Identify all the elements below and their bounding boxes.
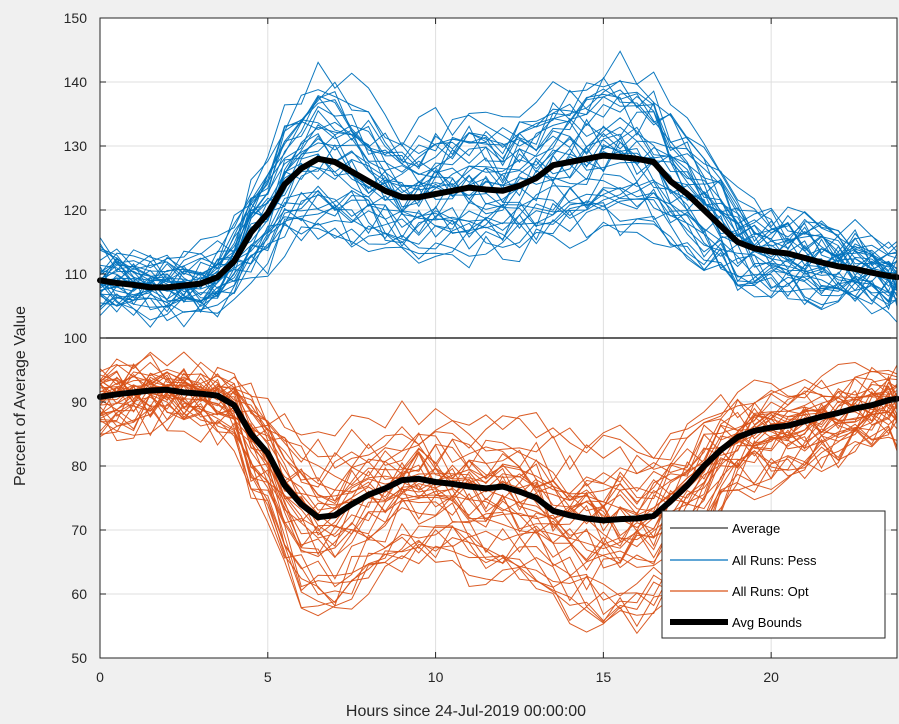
pess-run-line — [99, 140, 898, 302]
opt-run-line — [99, 374, 898, 537]
pess-run-line — [99, 79, 898, 280]
y-axis-label: Percent of Average Value — [12, 306, 29, 486]
pess-run-line — [99, 50, 898, 269]
opt-run-line — [99, 367, 898, 503]
x-tick-label: 20 — [763, 669, 779, 685]
pess-run-line — [99, 89, 898, 281]
avg-bound-lower-line — [97, 386, 899, 524]
pess-run-line — [99, 93, 898, 285]
opt-run-line — [99, 403, 898, 635]
opt-run-line — [99, 393, 898, 602]
pess-run-line — [99, 181, 898, 309]
x-tick-label: 10 — [428, 669, 444, 685]
opt-run-line — [99, 361, 898, 475]
legend-label-avg-bounds: Avg Bounds — [732, 615, 802, 630]
opt-run-line — [99, 394, 898, 591]
pess-run-line — [99, 205, 898, 321]
avg-bounds-lines — [97, 152, 899, 524]
opt-run-line — [99, 405, 898, 628]
run-lines — [99, 50, 898, 635]
opt-run-line — [99, 376, 898, 548]
x-tick-label: 15 — [596, 669, 612, 685]
x-tick-label: 5 — [264, 669, 272, 685]
y-tick-label: 50 — [71, 650, 87, 666]
opt-run-line — [99, 370, 898, 512]
opt-run-line — [99, 351, 898, 460]
x-tick-label: 0 — [96, 669, 104, 685]
y-tick-label: 90 — [71, 394, 87, 410]
avg-bound-upper-line — [97, 152, 899, 291]
y-tick-label: 60 — [71, 586, 87, 602]
legend-box — [661, 510, 886, 639]
opt-run-line — [99, 402, 898, 622]
y-tick-label: 120 — [64, 202, 88, 218]
y-tick-label: 140 — [64, 74, 88, 90]
pess-run-line — [99, 188, 898, 303]
y-tick-label: 130 — [64, 138, 88, 154]
legend-label-opt: All Runs: Opt — [732, 584, 809, 599]
opt-run-line — [99, 377, 898, 529]
opt-run-line — [99, 376, 898, 536]
y-tick-label: 110 — [65, 266, 88, 282]
y-tick-label: 70 — [71, 522, 87, 538]
pess-run-line — [99, 95, 898, 283]
pess-run-line — [99, 204, 898, 322]
opt-run-line — [99, 375, 898, 541]
tick-labels: 0 5 10 15 20 50 60 70 80 90 100 110 120 130 140 150 — [64, 10, 897, 685]
pess-run-line — [99, 202, 898, 318]
pess-run-line — [99, 141, 898, 297]
pess-run-line — [99, 109, 898, 289]
opt-run-line — [99, 384, 898, 571]
y-tick-label: 150 — [64, 10, 88, 26]
pess-run-line — [99, 89, 898, 284]
pess-run-line — [99, 88, 898, 291]
opt-run-line — [99, 393, 898, 607]
y-tick-label: 80 — [71, 458, 87, 474]
legend-label-pess: All Runs: Pess — [732, 553, 817, 568]
opt-run-line — [99, 363, 898, 494]
pess-run-line — [99, 145, 898, 304]
opt-run-line — [99, 404, 898, 624]
opt-run-line — [99, 353, 898, 461]
legend-label-average: Average — [732, 521, 780, 536]
y-tick-label: 100 — [64, 330, 88, 346]
legend: Average All Runs: Pess All Runs: Opt Avg… — [661, 510, 886, 639]
x-axis-label: Hours since 24-Jul-2019 00:00:00 — [346, 703, 586, 720]
